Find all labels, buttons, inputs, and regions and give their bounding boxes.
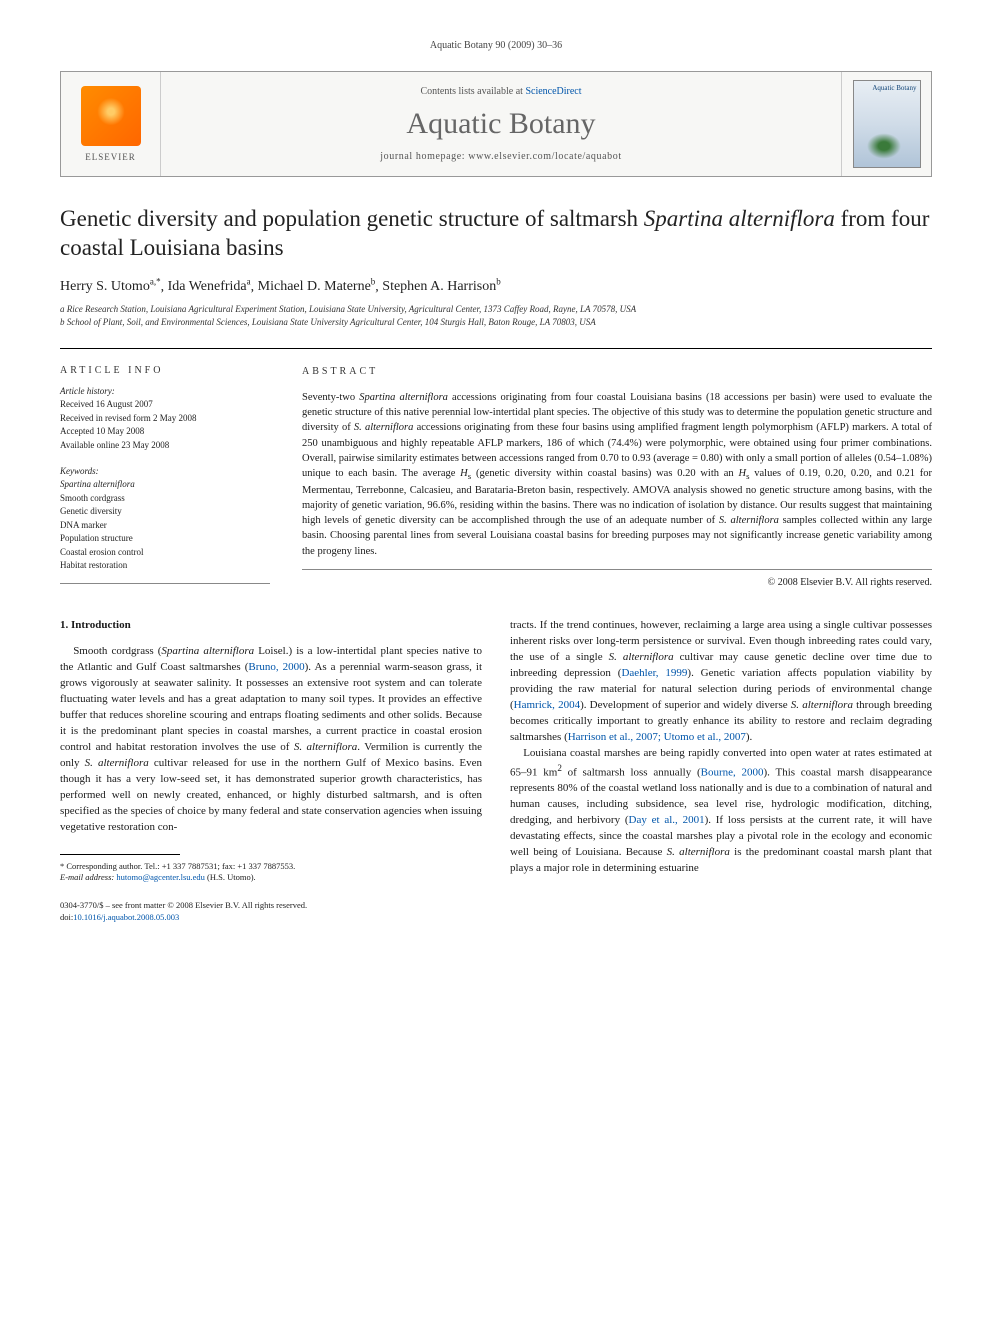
journal-name: Aquatic Botany — [406, 107, 595, 141]
author: Ida Wenefridaa — [168, 279, 251, 294]
footnote-separator — [60, 854, 180, 855]
journal-homepage: journal homepage: www.elsevier.com/locat… — [380, 151, 621, 162]
abstract-text: Seventy-two Spartina alterniflora access… — [302, 390, 932, 559]
history-heading: Article history: — [60, 386, 270, 396]
keyword: Genetic diversity — [60, 505, 270, 519]
email-label: E-mail address: — [60, 872, 114, 882]
running-head: Aquatic Botany 90 (2009) 30–36 — [60, 40, 932, 51]
keywords-heading: Keywords: — [60, 466, 270, 476]
elsevier-tree-icon — [81, 86, 141, 146]
publisher-name: ELSEVIER — [85, 152, 136, 162]
abstract-heading: ABSTRACT — [302, 365, 932, 380]
publisher-logo-block: ELSEVIER — [61, 72, 161, 176]
abstract-copyright: © 2008 Elsevier B.V. All rights reserved… — [302, 569, 932, 591]
column-left: 1. Introduction Smooth cordgrass (Sparti… — [60, 618, 482, 884]
article-info-heading: ARTICLE INFO — [60, 365, 270, 376]
article-title: Genetic diversity and population genetic… — [60, 205, 932, 263]
history-line: Accepted 10 May 2008 — [60, 425, 270, 439]
column-right: tracts. If the trend continues, however,… — [510, 618, 932, 884]
contents-line: Contents lists available at ScienceDirec… — [420, 86, 581, 97]
author: Herry S. Utomoa,* — [60, 279, 161, 294]
page-footer: 0304-3770/$ – see front matter © 2008 El… — [60, 900, 932, 924]
body-two-column: 1. Introduction Smooth cordgrass (Sparti… — [60, 618, 932, 884]
section-1-heading: 1. Introduction — [60, 618, 482, 634]
article-info-sidebar: ARTICLE INFO Article history: Received 1… — [60, 365, 270, 590]
abstract-block: ABSTRACT Seventy-two Spartina alterniflo… — [302, 365, 932, 590]
intro-paragraph-1-cont: tracts. If the trend continues, however,… — [510, 618, 932, 746]
journal-cover-icon: Aquatic Botany — [853, 80, 921, 168]
author: Stephen A. Harrisonb — [382, 279, 500, 294]
corresponding-email-link[interactable]: hutomo@agcenter.lsu.edu — [116, 872, 205, 882]
keyword: Spartina alterniflora — [60, 478, 270, 492]
intro-paragraph-1: Smooth cordgrass (Spartina alterniflora … — [60, 644, 482, 835]
corresponding-author-note: * Corresponding author. Tel.: +1 337 788… — [60, 861, 482, 873]
affiliation-line: a Rice Research Station, Louisiana Agric… — [60, 303, 932, 316]
keyword: Coastal erosion control — [60, 546, 270, 560]
journal-masthead: ELSEVIER Contents lists available at Sci… — [60, 71, 932, 177]
author-list: Herry S. Utomoa,*, Ida Wenefridaa, Micha… — [60, 277, 932, 296]
front-matter-line: 0304-3770/$ – see front matter © 2008 El… — [60, 900, 932, 912]
doi-link[interactable]: 10.1016/j.aquabot.2008.05.003 — [73, 912, 179, 922]
affiliation-line: b School of Plant, Soil, and Environment… — [60, 316, 932, 329]
intro-paragraph-2: Louisiana coastal marshes are being rapi… — [510, 746, 932, 877]
title-species: Spartina alterniflora — [644, 206, 835, 231]
contents-prefix: Contents lists available at — [420, 86, 525, 97]
sciencedirect-link[interactable]: ScienceDirect — [525, 86, 581, 97]
keyword: Population structure — [60, 532, 270, 546]
title-pre: Genetic diversity and population genetic… — [60, 206, 644, 231]
keyword: Smooth cordgrass — [60, 492, 270, 506]
masthead-center: Contents lists available at ScienceDirec… — [161, 72, 841, 176]
footnotes: * Corresponding author. Tel.: +1 337 788… — [60, 861, 482, 885]
cover-thumb-block: Aquatic Botany — [841, 72, 931, 176]
author: Michael D. Materneb — [258, 279, 376, 294]
history-line: Received in revised form 2 May 2008 — [60, 412, 270, 426]
history-line: Available online 23 May 2008 — [60, 439, 270, 453]
history-line: Received 16 August 2007 — [60, 398, 270, 412]
email-attribution: (H.S. Utomo). — [207, 872, 256, 882]
affiliations: a Rice Research Station, Louisiana Agric… — [60, 303, 932, 328]
keyword: DNA marker — [60, 519, 270, 533]
keyword: Habitat restoration — [60, 559, 270, 573]
doi-label: doi: — [60, 912, 73, 922]
